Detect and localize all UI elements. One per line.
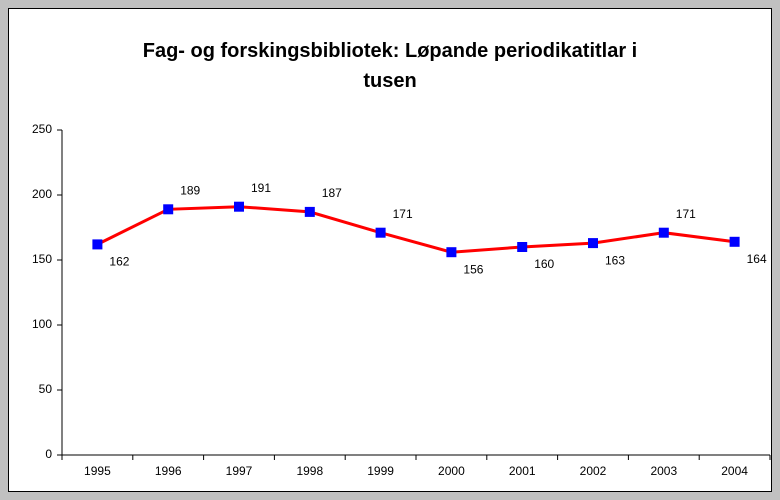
y-tick-label: 250 [32,122,52,136]
data-label: 160 [534,257,554,271]
x-tick-label: 1997 [226,464,253,478]
marker [92,239,103,250]
x-tick-label: 2000 [438,464,465,478]
x-tick-label: 2001 [509,464,536,478]
marker [446,247,457,258]
data-label: 171 [393,207,413,221]
y-tick-label: 200 [32,187,52,201]
x-tick-label: 2003 [650,464,677,478]
chart-area [8,8,772,492]
data-label: 163 [605,253,625,267]
y-tick-label: 50 [39,382,53,396]
x-tick-label: 1998 [296,464,323,478]
y-tick-label: 0 [45,447,52,461]
chart-title: Fag- og forskingsbibliotek: Løpande peri… [142,40,638,92]
y-tick-label: 150 [32,252,52,266]
line [96,205,735,254]
marker [588,238,598,249]
marker [658,227,669,238]
marker [729,236,740,247]
data-label: 191 [251,181,271,195]
data-label: 162 [109,255,129,269]
x-tick-label: 1995 [84,464,111,478]
marker [517,242,528,252]
data-label: 171 [676,207,696,221]
marker [304,206,315,217]
x-tick-label: 1999 [367,464,394,478]
x-tick-label: 2002 [580,464,607,478]
marker [375,227,386,238]
data-label: 187 [322,186,342,200]
marker [234,201,244,212]
data-label: 164 [747,252,767,266]
x-tick-label: 2004 [721,464,748,478]
y-tick-label: 100 [32,317,52,331]
x-tick-label: 1996 [155,464,182,478]
data-label: 156 [463,262,483,276]
data-label: 189 [180,183,200,197]
marker [163,204,174,215]
